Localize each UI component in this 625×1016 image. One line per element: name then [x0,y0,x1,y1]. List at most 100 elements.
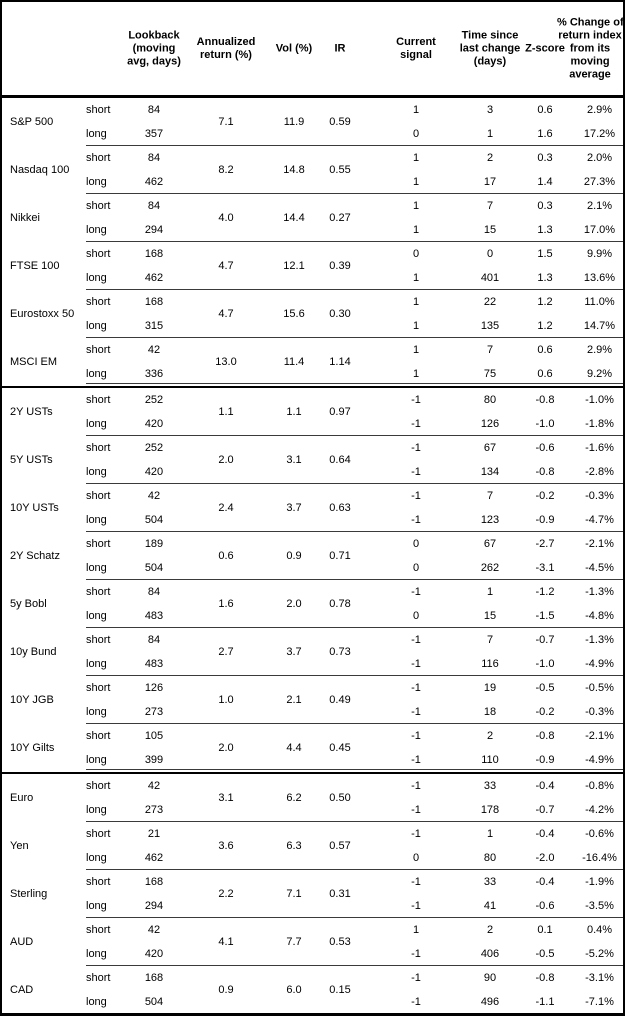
lookback-column: 168 462 [130,242,178,290]
block-divider-line [86,723,623,724]
pct-change-column: 2.0% 27.3% [576,146,623,194]
cell-time-short: 33 [483,876,497,888]
instrument-name: 2Y Schatz [2,532,86,580]
block-divider-line [86,241,623,242]
cell-annualized-return: 1.0 [218,694,234,706]
instrument-name-label: 2Y USTs [10,406,53,418]
cell-vol: 7.7 [286,936,302,948]
cell-pct-short: -1.0% [585,394,614,406]
cell-lookback-long: 336 [144,368,164,380]
instrument-name: Yen [2,822,86,870]
instrument-block-10y-jgb: 10Y JGB short long 126 273 1.0 2.1 0.49 … [2,676,623,724]
section-equities: S&P 500 short long 84 357 7.1 11.9 0.59 … [2,98,623,386]
time-since-change-column: 19 18 [466,676,514,724]
cell-zscore-short: -0.6 [535,442,555,454]
time-since-change-column: 67 262 [466,532,514,580]
row-label-long: long [86,176,107,188]
zscore-column: 0.1 -0.5 [514,918,576,966]
cell-zscore-long: 1.2 [537,320,553,332]
cell-time-short: 7 [486,344,494,356]
col-header-current-signal: Current signal [396,35,436,61]
cell-annualized-return: 0.6 [218,550,234,562]
horizon-column: short long [86,822,130,870]
pct-change-column: -3.1% -7.1% [576,966,623,1013]
cell-ir: 0.55 [329,164,351,176]
cell-time-long: 134 [480,466,500,478]
horizon-column: short long [86,388,130,436]
instrument-name-label: 2Y Schatz [10,550,60,562]
cell-zscore-short: 1.5 [537,248,553,260]
cell-zscore-long: -0.5 [535,948,555,960]
cell-signal-long: 1 [412,320,420,332]
cell-lookback-long: 483 [144,658,164,670]
cell-pct-long: -0.3% [585,706,614,718]
cell-signal-short: 1 [412,200,420,212]
zscore-column: -0.8 -0.9 [514,724,576,772]
cell-pct-long: 13.6% [583,272,616,284]
cell-ir: 0.27 [329,212,351,224]
signal-column: 1 1 [366,194,466,242]
cell-lookback-short: 126 [144,682,164,694]
table-header-row: Lookback (moving avg, days) Annualized r… [2,2,623,98]
row-label-short: short [86,876,111,888]
cell-pct-short: 2.0% [586,152,613,164]
lookback-column: 84 357 [130,98,178,146]
zscore-column: -0.4 -0.6 [514,870,576,918]
instrument-name-label: Eurostoxx 50 [10,308,75,320]
zscore-column: -1.2 -1.5 [514,580,576,628]
horizon-column: short long [86,676,130,724]
cell-lookback-short: 168 [144,296,164,308]
instrument-block-s-p-500: S&P 500 short long 84 357 7.1 11.9 0.59 … [2,98,623,146]
cell-lookback-short: 42 [147,344,161,356]
cell-lookback-long: 294 [144,224,164,236]
instrument-name: 5y Bobl [2,580,86,628]
instrument-name: Nasdaq 100 [2,146,86,194]
cell-time-long: 75 [483,368,497,380]
block-divider-line [86,675,623,676]
block-divider-line [86,531,623,532]
pct-change-column: -0.3% -4.7% [576,484,623,532]
cell-ir: 0.63 [329,502,351,514]
cell-ir: 1.14 [329,356,351,368]
instrument-name: 2Y USTs [2,388,86,436]
cell-zscore-long: -1.5 [535,610,555,622]
instrument-name: 10y Bund [2,628,86,676]
cell-lookback-short: 84 [147,152,161,164]
cell-lookback-short: 42 [147,490,161,502]
cell-lookback-long: 462 [144,272,164,284]
cell-annualized-return: 4.7 [218,260,234,272]
row-label-short: short [86,924,111,936]
block-divider-line [86,193,623,194]
signal-column: -1 -1 [366,388,466,436]
cell-lookback-long: 399 [144,754,164,766]
zscore-column: -0.4 -0.7 [514,774,576,822]
horizon-column: short long [86,724,130,772]
cell-zscore-short: 0.6 [537,104,553,116]
cell-lookback-long: 504 [144,562,164,574]
row-label-short: short [86,296,111,308]
col-header-lookback: Lookback (moving avg, days) [127,29,181,67]
lookback-column: 84 483 [130,628,178,676]
instrument-block-euro: Euro short long 42 273 3.1 6.2 0.50 -1 -… [2,774,623,822]
cell-annualized-return: 8.2 [218,164,234,176]
pct-change-column: -1.0% -1.8% [576,388,623,436]
lookback-column: 84 294 [130,194,178,242]
cell-annualized-return: 4.0 [218,212,234,224]
instrument-block-aud: AUD short long 42 420 4.1 7.7 0.53 1 -1 … [2,918,623,966]
cell-time-long: 406 [480,948,500,960]
time-since-change-column: 3 1 [466,98,514,146]
horizon-column: short long [86,146,130,194]
instrument-name: S&P 500 [2,98,86,146]
time-since-change-column: 1 15 [466,580,514,628]
block-divider-line [86,435,623,436]
row-label-long: long [86,418,107,430]
cell-zscore-short: -0.8 [535,730,555,742]
cell-time-long: 178 [480,804,500,816]
cell-vol: 4.4 [286,742,302,754]
cell-zscore-short: -0.4 [535,780,555,792]
zscore-column: 0.6 0.6 [514,338,576,386]
row-label-long: long [86,996,107,1008]
cell-signal-long: -1 [411,804,421,816]
cell-pct-long: -4.9% [585,754,614,766]
cell-zscore-short: -2.7 [535,538,555,550]
